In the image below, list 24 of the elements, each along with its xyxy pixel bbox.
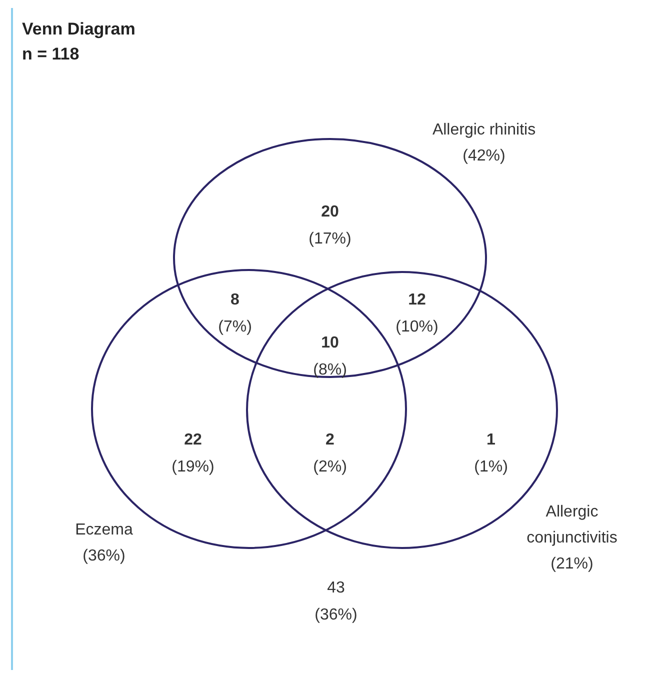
text: (19%) (172, 458, 214, 476)
text: (2%) (313, 458, 347, 476)
text: (1%) (474, 458, 508, 476)
data-label: 22 (184, 431, 202, 448)
text: Venn Diagram (22, 20, 136, 39)
text: (36%) (314, 606, 358, 624)
text: (36%) (82, 547, 126, 564)
text: (21%) (550, 555, 594, 572)
text: n = 118 (22, 44, 80, 64)
data-label: 10 (321, 334, 339, 352)
text: (17%) (308, 230, 352, 248)
text: (7%) (218, 318, 252, 336)
text: Allergic conjunctivitis (526, 503, 618, 546)
data-label: 43 (327, 579, 345, 596)
data-label: 1 (486, 431, 496, 448)
data-label: 12 (408, 291, 426, 308)
data-label: 8 (230, 291, 240, 308)
text: (10%) (396, 318, 438, 336)
data-label: 20 (321, 203, 339, 220)
text: (42%) (462, 147, 506, 164)
text: Allergic rhinitis (432, 121, 536, 138)
text: (8%) (313, 361, 347, 378)
text: Eczema (75, 521, 133, 538)
data-label: 2 (326, 431, 335, 448)
